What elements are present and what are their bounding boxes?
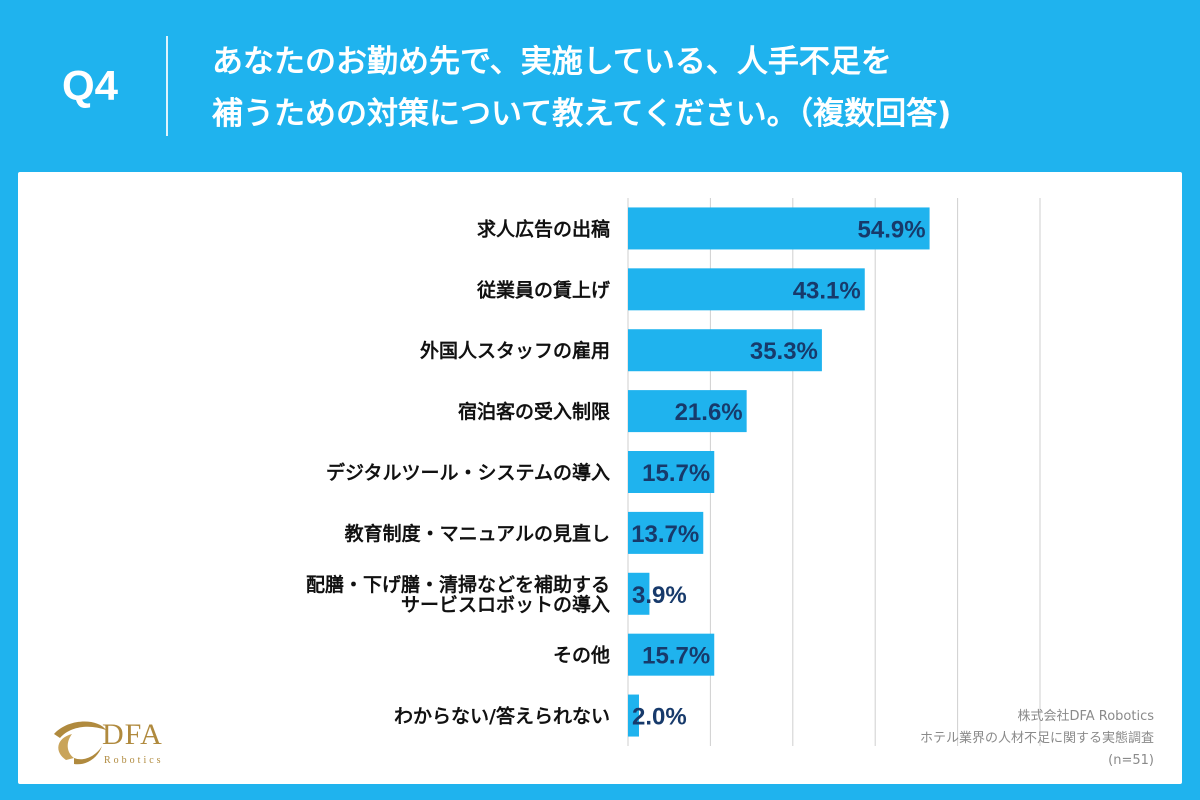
header: Q4 あなたのお勤め先で、実施している、人手不足を 補うための対策について教えて… bbox=[0, 0, 1200, 170]
header-divider bbox=[166, 36, 168, 136]
value-label-4: 15.7% bbox=[642, 460, 710, 487]
bar-6 bbox=[628, 572, 650, 615]
category-label-2: 外国人スタッフの雇用 bbox=[420, 339, 610, 362]
bar-5 bbox=[628, 511, 704, 554]
logo-name: DFA bbox=[102, 718, 163, 751]
title-line-1: あなたのお勤め先で、実施している、人手不足を bbox=[212, 44, 892, 80]
value-label-0: 54.9% bbox=[858, 216, 926, 243]
bar-2 bbox=[628, 329, 822, 372]
category-label-7: その他 bbox=[553, 644, 610, 667]
bar-1 bbox=[628, 268, 865, 311]
question-title: あなたのお勤め先で、実施している、人手不足を 補うための対策について教えてくださ… bbox=[212, 36, 951, 140]
value-label-8: 2.0% bbox=[632, 704, 687, 731]
source-survey: ホテル業界の人材不足に関する実態調査 bbox=[919, 731, 1154, 746]
value-label-1: 43.1% bbox=[793, 277, 861, 304]
category-label-6-line-0: 配膳・下げ膳・清掃などを補助する bbox=[306, 573, 610, 596]
category-label-3: 宿泊客の受入制限 bbox=[458, 400, 610, 423]
category-label-6-line-1: サービスロボットの導入 bbox=[401, 593, 610, 616]
category-label-4: デジタルツール・システムの導入 bbox=[326, 461, 610, 484]
bar-chart: 求人広告の出稿 54.9% 従業員の賃上げ 43.1% 外国人スタッフの雇用 35.3% 宿… bbox=[306, 198, 1041, 746]
bar-0 bbox=[628, 207, 930, 250]
bar-3 bbox=[628, 390, 747, 433]
chart-panel: 求人広告の出稿 54.9% 従業員の賃上げ 43.1% 外国人スタッフの雇用 35.3% 宿… bbox=[18, 172, 1182, 784]
value-label-6: 3.9% bbox=[632, 582, 687, 609]
value-label-7: 15.7% bbox=[642, 643, 710, 670]
source-company: 株式会社DFA Robotics bbox=[1017, 709, 1154, 724]
value-label-2: 35.3% bbox=[750, 338, 818, 365]
source-sample-size: (n=51) bbox=[1108, 753, 1154, 768]
value-label-5: 13.7% bbox=[631, 521, 699, 548]
category-label-0: 求人広告の出稿 bbox=[477, 217, 610, 240]
question-label: Q4 bbox=[62, 62, 119, 109]
source-note: 株式会社DFA Robotics ホテル業界の人材不足に関する実態調査 (n=5… bbox=[920, 706, 1154, 772]
logo-subtitle: Robotics bbox=[104, 755, 164, 766]
category-label-8: わからない/答えられない bbox=[394, 705, 610, 728]
category-label-5: 教育制度・マニュアルの見直し bbox=[345, 522, 610, 545]
bar-8 bbox=[628, 694, 639, 737]
value-label-3: 21.6% bbox=[675, 399, 743, 426]
title-line-2: 補うための対策について教えてください。（複数回答) bbox=[212, 96, 952, 132]
category-label-1: 従業員の賃上げ bbox=[476, 278, 611, 301]
bar-4 bbox=[628, 451, 715, 493]
bar-7 bbox=[628, 633, 715, 676]
dfa-logo-icon bbox=[54, 721, 106, 765]
